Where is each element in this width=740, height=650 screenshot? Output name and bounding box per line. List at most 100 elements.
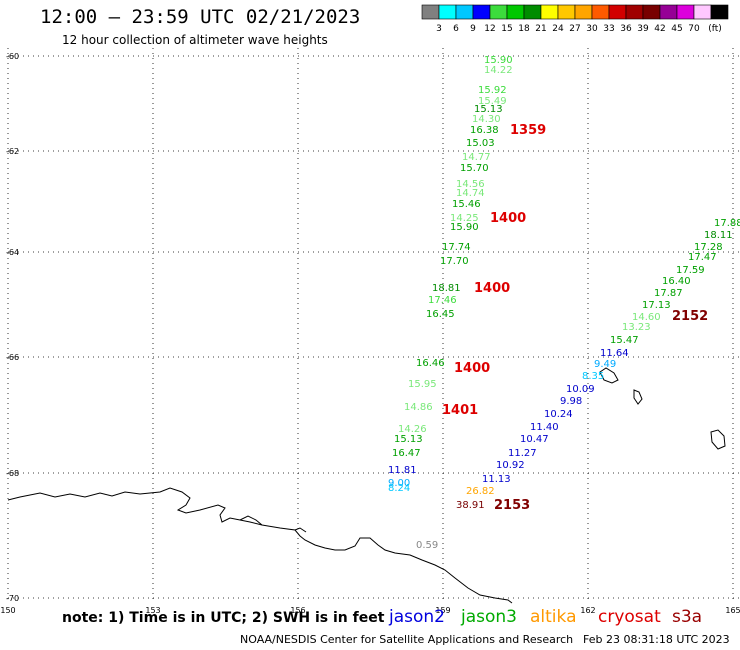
map-title: 12:00 – 23:59 UTC 02/21/2023 (40, 6, 361, 28)
swh-value: 14.25 (450, 213, 479, 224)
swh-value: 10.47 (520, 434, 549, 445)
legend-swatch (472, 4, 491, 20)
legend-label: 6 (453, 24, 459, 34)
satellite-name: altika (530, 607, 577, 627)
swh-value: 9.49 (594, 359, 616, 370)
timestamp: Feb 23 08:31:18 UTC 2023 (583, 633, 730, 646)
swh-value: 8.24 (388, 483, 410, 494)
legend-label: 18 (518, 24, 530, 34)
swh-value: 17.70 (440, 256, 469, 267)
legend-label: 3 (436, 24, 442, 34)
swh-value: 14.77 (462, 152, 491, 163)
lon-tick-label: 165 (725, 606, 740, 615)
swh-value: 17.88 (714, 218, 740, 229)
lon-tick-label: 162 (580, 606, 595, 615)
swh-value: 15.13 (474, 104, 503, 115)
swh-value: 18.11 (704, 230, 733, 241)
map-subtitle: 12 hour collection of altimeter wave hei… (62, 33, 328, 47)
legend-swatch (438, 4, 457, 20)
swh-value: 15.13 (394, 434, 423, 445)
swh-value: 18.81 (432, 283, 461, 294)
legend-swatch (676, 4, 695, 20)
legend-swatch (506, 4, 525, 20)
swh-value: 16.45 (426, 309, 455, 320)
swh-value: 15.47 (610, 335, 639, 346)
credit-line: NOAA/NESDIS Center for Satellite Applica… (240, 633, 574, 646)
legend-label: 30 (586, 24, 598, 34)
legend-label: 21 (535, 24, 546, 34)
swh-value: 26.82 (466, 486, 495, 497)
legend-label: 70 (688, 24, 700, 34)
swh-value: 16.47 (392, 448, 421, 459)
legend-label: 15 (501, 24, 512, 34)
inlet-shape (239, 515, 307, 533)
antarctic-coastline (7, 487, 513, 604)
footer-note: note: 1) Time is in UTC; 2) SWH is in fe… (62, 610, 385, 626)
island-3 (710, 429, 726, 450)
island-1 (599, 367, 619, 384)
legend-swatch (455, 4, 474, 20)
swh-value: 14.60 (632, 312, 661, 323)
satellite-name: cryosat (598, 607, 661, 627)
swh-value: 11.27 (508, 448, 537, 459)
legend-unit: (ft) (708, 24, 722, 34)
track-a-labels: 15.9014.2215.9215.4915.1314.3016.3815.03… (388, 55, 546, 494)
legend-label: 27 (569, 24, 580, 34)
lat-tick-label: -66 (6, 353, 19, 362)
legend-label: 39 (637, 24, 649, 34)
swh-value: 17.28 (694, 242, 723, 253)
swh-value: 15.90 (484, 55, 513, 66)
swh-value: 17.87 (654, 288, 683, 299)
legend-label: 24 (552, 24, 564, 34)
swh-value: 14.86 (404, 402, 433, 413)
pass-time-label: 2152 (672, 309, 708, 324)
lon-tick-label: 159 (435, 606, 450, 615)
legend-swatch (421, 4, 440, 20)
coastline (7, 367, 726, 604)
legend-swatch (523, 4, 542, 20)
legend-swatch (557, 4, 576, 20)
legend-label: 12 (484, 24, 495, 34)
swh-value: 17.74 (442, 242, 471, 253)
swh-value: 13.23 (622, 322, 651, 333)
legend-swatch (489, 4, 508, 20)
pass-time-label: 1400 (490, 211, 526, 226)
swh-value: 15.03 (466, 138, 495, 149)
legend-label: 36 (620, 24, 632, 34)
swh-value: 14.22 (484, 65, 513, 76)
swh-value: 9.98 (560, 396, 582, 407)
legend-swatch (591, 4, 610, 20)
swh-value: 17.47 (688, 252, 717, 263)
swh-value: 14.30 (472, 114, 501, 125)
legend-swatch (540, 4, 559, 20)
swh-value: 17.59 (676, 265, 705, 276)
legend-swatch (659, 4, 678, 20)
lon-tick-label: 156 (290, 606, 305, 615)
pass-time-label: 1400 (474, 281, 510, 296)
legend-swatch (642, 4, 661, 20)
lat-lon-grid: 150 153 156 159 162 165 -60 -62 -64 -66 -68 -70 (0, 48, 740, 615)
lat-tick-label: -60 (6, 52, 19, 61)
swh-value: 10.09 (566, 384, 595, 395)
swh-value: 10.92 (496, 460, 525, 471)
island-2 (633, 389, 643, 405)
legend-swatch (574, 4, 593, 20)
pass-time-label: 2153 (494, 498, 530, 513)
pass-time-label: 1400 (454, 361, 490, 376)
swh-value: 14.26 (398, 424, 427, 435)
lon-tick-label: 150 (0, 606, 15, 615)
satellite-name: jason2 (389, 607, 445, 627)
legend-swatch (608, 4, 627, 20)
swh-value: 10.24 (544, 409, 573, 420)
lat-tick-label: -68 (6, 469, 19, 478)
swh-value: 15.49 (478, 96, 507, 107)
swh-value: 15.95 (408, 379, 437, 390)
swh-value: 8.35 (582, 371, 604, 382)
satellite-name: s3a (672, 607, 703, 627)
lat-tick-label: -64 (6, 248, 19, 257)
pass-time-label: 1401 (442, 403, 478, 418)
legend-label: 9 (470, 24, 476, 34)
swh-value: 11.40 (530, 422, 559, 433)
swh-value: 15.90 (450, 222, 479, 233)
